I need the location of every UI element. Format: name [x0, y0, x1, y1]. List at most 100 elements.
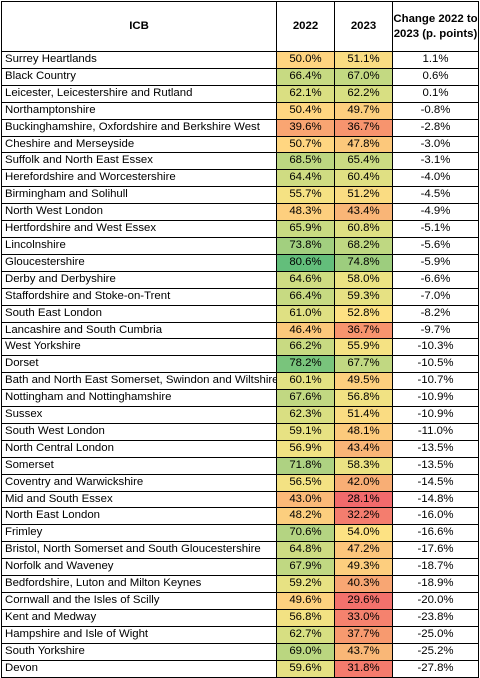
table-row: Surrey Heartlands 50.0% 51.1% 1.1% — [1, 51, 479, 69]
value-2023-cell: 32.2% — [334, 507, 393, 526]
value-2023-cell: 28.1% — [334, 490, 393, 509]
icb-name-cell: Suffolk and North East Essex — [1, 152, 277, 171]
icb-name-cell: Nottingham and Nottinghamshire — [1, 389, 277, 408]
icb-name-cell: North West London — [1, 203, 277, 222]
change-cell: -27.8% — [392, 659, 479, 678]
header-2022: 2022 — [276, 1, 335, 52]
table-row: West Yorkshire 66.2% 55.9% -10.3% — [1, 338, 479, 357]
header-icb: ICB — [1, 1, 277, 52]
icb-name-cell: Norfolk and Waveney — [1, 558, 277, 577]
change-cell: -0.8% — [392, 101, 479, 120]
table-row: North West London 48.3% 43.4% -4.9% — [1, 203, 479, 222]
change-cell: -16.0% — [392, 507, 479, 526]
icb-name-cell: Lancashire and South Cumbria — [1, 321, 277, 340]
icb-name-cell: Derby and Derbyshire — [1, 270, 277, 289]
value-2022-cell: 59.2% — [276, 575, 335, 593]
change-cell: -11.0% — [392, 422, 479, 441]
value-2022-cell: 64.8% — [276, 541, 335, 560]
header-change: Change 2022 to 2023 (p. points) — [392, 1, 479, 52]
icb-name-cell: Dorset — [1, 355, 277, 374]
icb-name-cell: Leicester, Leicestershire and Rutland — [1, 84, 277, 103]
table-row: Black Country 66.4% 67.0% 0.6% — [1, 67, 479, 86]
change-cell: -4.0% — [392, 169, 479, 188]
value-2022-cell: 71.8% — [276, 456, 335, 475]
value-2022-cell: 43.0% — [276, 490, 335, 509]
change-cell: -16.6% — [392, 524, 479, 543]
value-2023-cell: 67.0% — [334, 67, 393, 86]
value-2023-cell: 36.7% — [334, 321, 393, 340]
change-cell: -20.0% — [392, 592, 479, 610]
value-2022-cell: 64.4% — [276, 169, 335, 188]
value-2023-cell: 49.3% — [334, 558, 393, 577]
value-2023-cell: 55.9% — [334, 338, 393, 357]
change-cell: -10.5% — [392, 355, 479, 374]
icb-name-cell: Bath and North East Somerset, Swindon an… — [1, 372, 277, 391]
value-2022-cell: 56.5% — [276, 473, 335, 492]
icb-name-cell: Cornwall and the Isles of Scilly — [1, 592, 277, 610]
value-2023-cell: 54.0% — [334, 524, 393, 543]
icb-name-cell: Mid and South Essex — [1, 490, 277, 509]
change-cell: -10.9% — [392, 406, 479, 424]
table-row: Derby and Derbyshire 64.6% 58.0% -6.6% — [1, 270, 479, 289]
icb-name-cell: Lincolnshire — [1, 236, 277, 255]
table-row: Dorset 78.2% 67.7% -10.5% — [1, 355, 479, 374]
table-row: Bedfordshire, Luton and Milton Keynes 59.… — [1, 575, 479, 593]
table-row: Lancashire and South Cumbria 46.4% 36.7% -9… — [1, 321, 479, 340]
value-2022-cell: 46.4% — [276, 321, 335, 340]
table-row: South East London 61.0% 52.8% -8.2% — [1, 304, 479, 323]
value-2022-cell: 80.6% — [276, 253, 335, 272]
table-row: Devon 59.6% 31.8% -27.8% — [1, 659, 479, 678]
table-row: Lincolnshire 73.8% 68.2% -5.6% — [1, 236, 479, 255]
table-row: North Central London 56.9% 43.4% -13.5% — [1, 439, 479, 458]
change-cell: -10.7% — [392, 372, 479, 391]
value-2022-cell: 55.7% — [276, 186, 335, 205]
change-cell: -9.7% — [392, 321, 479, 340]
icb-name-cell: North Central London — [1, 439, 277, 458]
value-2022-cell: 70.6% — [276, 524, 335, 543]
value-2022-cell: 69.0% — [276, 642, 335, 661]
value-2023-cell: 68.2% — [334, 236, 393, 255]
change-cell: 1.1% — [392, 51, 479, 69]
value-2022-cell: 68.5% — [276, 152, 335, 171]
table-row: Bath and North East Somerset, Swindon an… — [1, 372, 479, 391]
value-2022-cell: 64.6% — [276, 270, 335, 289]
value-2023-cell: 60.8% — [334, 220, 393, 238]
icb-name-cell: Somerset — [1, 456, 277, 475]
icb-name-cell: Sussex — [1, 406, 277, 424]
value-2023-cell: 40.3% — [334, 575, 393, 593]
table-row: Suffolk and North East Essex 68.5% 65.4% -3… — [1, 152, 479, 171]
value-2023-cell: 29.6% — [334, 592, 393, 610]
change-cell: -5.1% — [392, 220, 479, 238]
change-cell: 0.6% — [392, 67, 479, 86]
table-row: Birmingham and Solihull 55.7% 51.2% -4.5% — [1, 186, 479, 205]
table-row: Gloucestershire 80.6% 74.8% -5.9% — [1, 253, 479, 272]
icb-name-cell: Buckinghamshire, Oxfordshire and Berkshi… — [1, 118, 277, 137]
table-row: Hampshire and Isle of Wight 62.7% 37.7% -25… — [1, 625, 479, 644]
value-2023-cell: 36.7% — [334, 118, 393, 137]
header-row: ICB 2022 2023 Change 2022 to 2023 (p. po… — [1, 1, 479, 52]
value-2022-cell: 59.1% — [276, 422, 335, 441]
icb-name-cell: South West London — [1, 422, 277, 441]
change-cell: -5.9% — [392, 253, 479, 272]
change-cell: -7.0% — [392, 287, 479, 306]
icb-name-cell: Hampshire and Isle of Wight — [1, 625, 277, 644]
change-cell: -2.8% — [392, 118, 479, 137]
change-cell: -8.2% — [392, 304, 479, 323]
change-cell: -4.5% — [392, 186, 479, 205]
icb-name-cell: Northamptonshire — [1, 101, 277, 120]
icb-name-cell: Staffordshire and Stoke-on-Trent — [1, 287, 277, 306]
change-cell: -23.8% — [392, 608, 479, 627]
change-cell: -3.1% — [392, 152, 479, 171]
change-cell: -6.6% — [392, 270, 479, 289]
value-2022-cell: 48.3% — [276, 203, 335, 222]
change-cell: -17.6% — [392, 541, 479, 560]
value-2022-cell: 66.4% — [276, 287, 335, 306]
value-2023-cell: 51.1% — [334, 51, 393, 69]
change-cell: -18.7% — [392, 558, 479, 577]
table-row: Buckinghamshire, Oxfordshire and Berkshi… — [1, 118, 479, 137]
icb-name-cell: South Yorkshire — [1, 642, 277, 661]
value-2023-cell: 33.0% — [334, 608, 393, 627]
value-2022-cell: 50.0% — [276, 51, 335, 69]
icb-name-cell: Devon — [1, 659, 277, 678]
